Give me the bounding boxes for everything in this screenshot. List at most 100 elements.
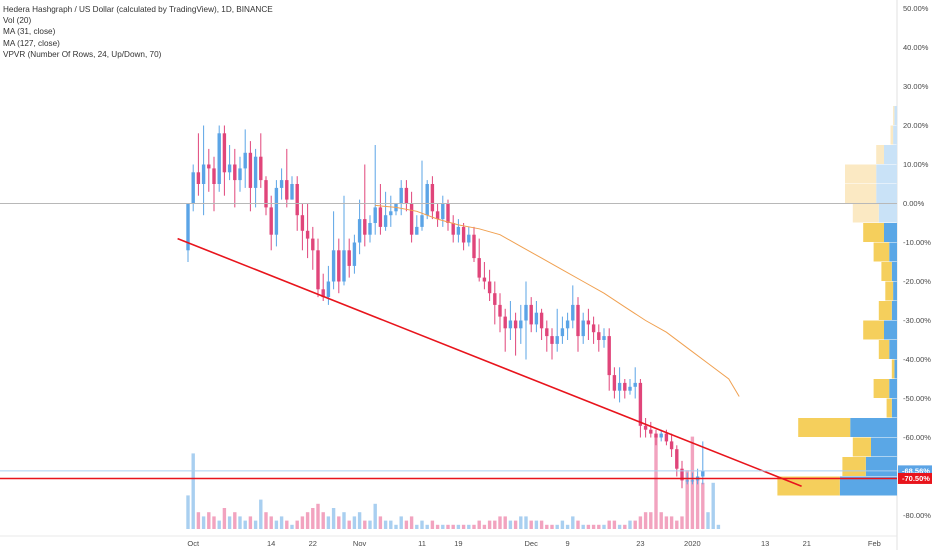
candle-body [404,187,409,204]
vpvr-up-bar [889,242,897,262]
vpvr-down-bar [845,184,877,203]
candle-body [461,226,466,243]
candle-body [581,320,585,337]
volume-bar [461,524,466,529]
candle-body [633,382,637,387]
x-tick-label: Dec [525,539,539,548]
x-tick-label: 2020 [684,539,701,548]
vpvr-up-bar [878,203,897,223]
volume-bar [409,516,414,529]
candle-body [643,425,648,430]
legend-volume[interactable]: Vol (20) [3,16,32,26]
volume-bar [269,516,273,529]
volume-bar [264,512,268,529]
volume-bar [420,520,424,529]
vpvr-up-bar [894,106,897,125]
candle-body [357,219,362,243]
vpvr-down-bar [863,320,884,340]
candle-body [456,226,461,235]
volume-profile [777,106,897,496]
volume-bar [456,524,461,529]
y-tick-label: -40.00% [903,355,931,364]
vpvr-down-bar [863,223,884,242]
vpvr-up-bar [891,262,897,281]
legend-title[interactable]: Hedera Hashgraph / US Dollar (calculated… [3,5,273,14]
price-badges: -68.56%-70.50% [898,465,932,484]
candle-body [279,180,284,188]
vpvr-down-bar [890,125,894,145]
candle-body [430,184,435,212]
candle-body [352,242,357,266]
candle-body [602,336,606,340]
candle-body [612,375,617,391]
candle-body [378,207,383,227]
y-tick-label: -60.00% [903,433,931,442]
legend-ma-127[interactable]: MA (127, close) [3,38,60,48]
volume-bar [643,512,648,529]
y-tick-label: 40.00% [903,43,929,52]
x-tick-label: 23 [636,539,644,548]
volume-bar [669,516,674,529]
candle-body [305,230,310,239]
vpvr-up-bar [850,418,897,437]
candle-body [196,172,201,184]
legend-ma-31[interactable]: MA (31, close) [3,27,56,37]
candle-body [550,336,554,344]
candle-body [227,164,232,173]
horizontal-lines [0,203,897,480]
candle-body [487,281,492,294]
candle-body [253,156,258,188]
candle-body [248,152,253,188]
volume-bar [285,520,289,529]
volume-bar [186,495,190,529]
price-badge [898,465,932,477]
volume-bar [695,478,700,529]
candle-body [539,312,544,329]
candle-body [238,168,242,181]
candle-body [560,328,565,337]
volume-bar [394,524,398,529]
chart-legend: Hedera Hashgraph / US Dollar (calculated… [3,4,273,60]
candle-body [321,289,325,298]
y-tick-label: 50.00% [903,4,929,13]
volume-bar [498,516,502,529]
candle-body [259,156,263,181]
vpvr-down-bar [845,164,877,184]
volume-bar [222,508,227,529]
candle-body [669,441,674,450]
volume-bar [581,524,585,529]
grid-lines [0,0,898,550]
vpvr-down-bar [852,203,879,223]
candle-body [524,304,528,321]
candle-body [300,215,305,231]
x-tick-label: 11 [418,539,426,548]
descending-trendline[interactable] [177,237,802,487]
candle-body [243,152,247,169]
candle-body [186,203,190,251]
candle-body [316,250,320,290]
time-axis[interactable]: Oct 14 22 Nov 11 19 Dec 9 23 2020 13 21 Feb [187,539,881,548]
vpvr-up-bar [889,340,897,359]
candle-body [680,468,684,481]
candle-body [586,320,591,325]
vpvr-down-bar [873,242,890,262]
y-tick-label: -30.00% [903,316,931,325]
volume-bar [555,524,559,529]
volume-bar [633,520,637,529]
vpvr-down-bar [852,437,871,457]
vpvr-up-bar [871,437,897,457]
volume-bar [342,512,346,529]
x-tick-label: 14 [267,539,275,548]
legend-vpvr[interactable]: VPVR (Number Of Rows, 24, Up/Down, 70) [3,49,162,59]
trendline[interactable] [177,237,802,487]
volume-bar [274,520,279,529]
candlestick-series [186,125,705,489]
volume-bar [300,516,305,529]
volume-bar [311,508,315,529]
ma-line [375,204,740,397]
candle-body [212,168,216,184]
price-axis[interactable]: 50.00% 40.00% 30.00% 20.00% 10.00% 0.00% -10.0… [903,4,931,520]
vpvr-up-bar [894,359,897,379]
candle-body [207,164,211,169]
